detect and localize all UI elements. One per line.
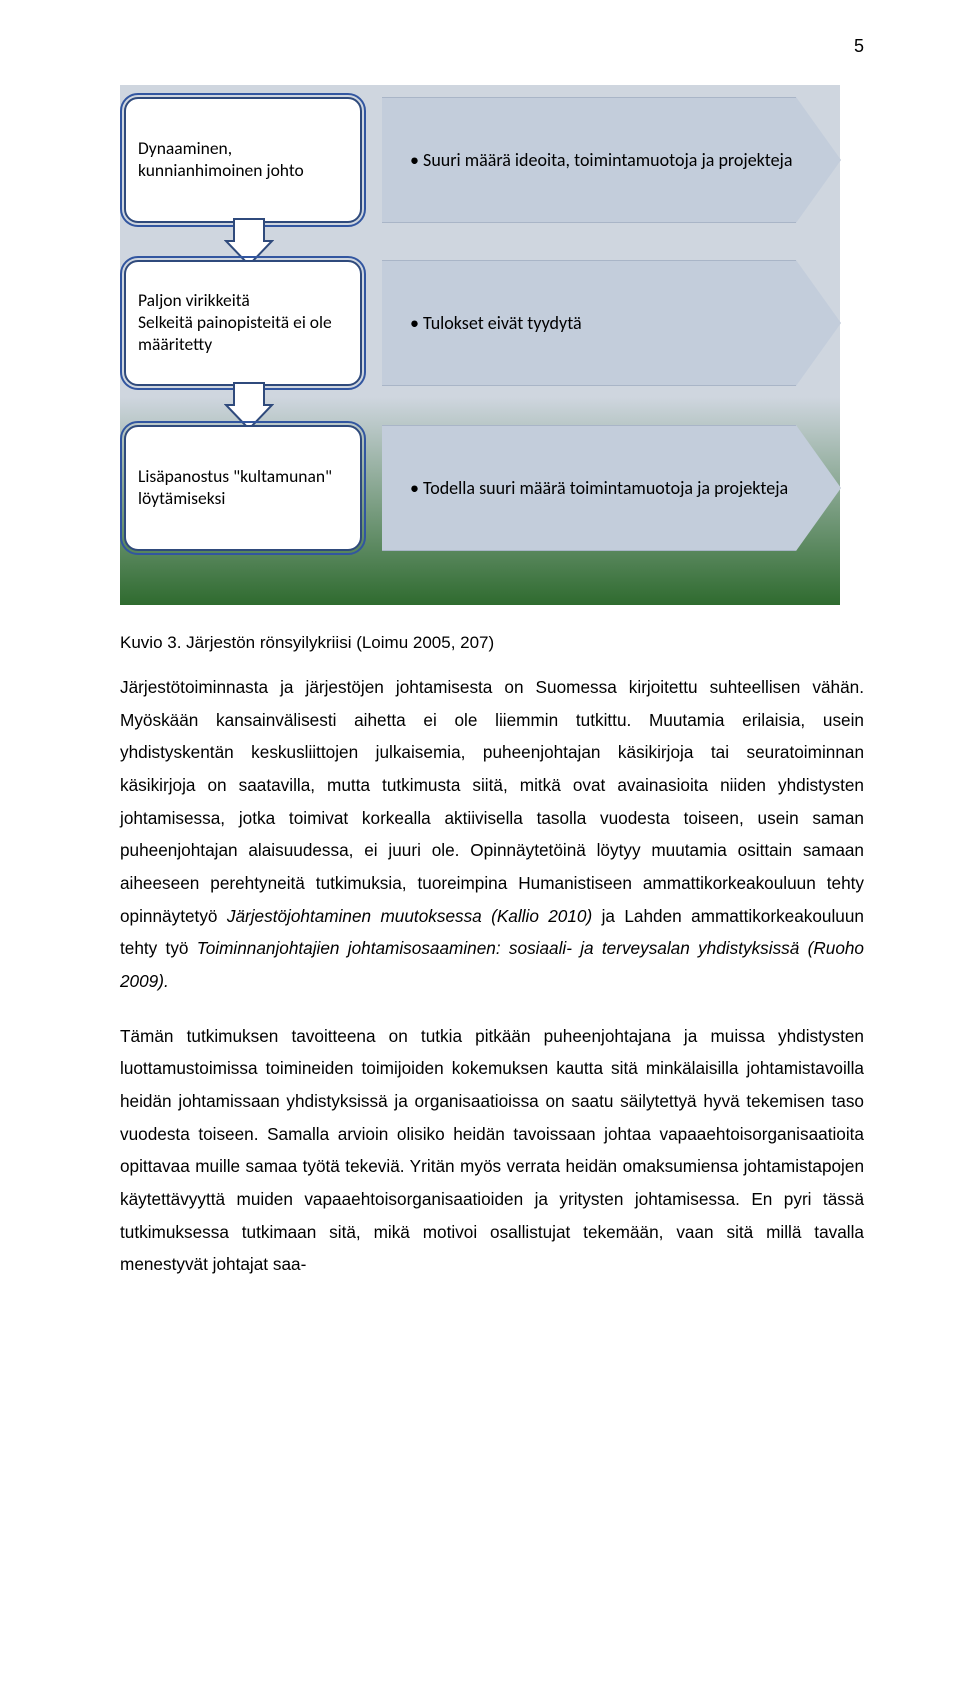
page-number: 5	[120, 36, 864, 57]
arrow-3-text: Todella suuri määrä toimintamuotoja ja p…	[410, 477, 788, 500]
paragraph-2: Tämän tutkimuksen tavoitteena on tutkia …	[120, 1020, 864, 1281]
arrow-2-head	[796, 260, 841, 386]
box-2: Paljon virikkeitä Selkeitä painopisteitä…	[124, 260, 362, 386]
arrow-2-text: Tulokset eivät tyydytä	[410, 312, 582, 335]
arrow-3-head	[796, 425, 841, 551]
box-1-text: Dynaaminen, kunnianhimoinen johto	[138, 138, 348, 182]
diagram-row-1: Dynaaminen, kunnianhimoinen johto Suuri …	[120, 97, 840, 227]
arrow-2: Tulokset eivät tyydytä	[382, 260, 840, 386]
box-3: Lisäpanostus "kultamunan" löytämiseksi	[124, 425, 362, 551]
box-1: Dynaaminen, kunnianhimoinen johto	[124, 97, 362, 223]
diagram-row-2: Paljon virikkeitä Selkeitä painopisteitä…	[120, 260, 840, 390]
paragraph-1: Järjestötoiminnasta ja järjestöjen johta…	[120, 671, 864, 998]
para1-part-a: Järjestötoiminnasta ja järjestöjen johta…	[120, 677, 864, 926]
box-3-text: Lisäpanostus "kultamunan" löytämiseksi	[138, 466, 348, 510]
para1-italic-2: Toiminnanjohtajien johtamisosaaminen: so…	[120, 938, 864, 991]
arrow-1-head	[796, 97, 841, 223]
diagram-row-3: Lisäpanostus "kultamunan" löytämiseksi T…	[120, 425, 840, 555]
arrow-3: Todella suuri määrä toimintamuotoja ja p…	[382, 425, 840, 551]
para1-italic-1: Järjestöjohtaminen muutoksessa (Kallio 2…	[227, 906, 592, 926]
arrow-1: Suuri määrä ideoita, toimintamuotoja ja …	[382, 97, 840, 223]
figure-caption: Kuvio 3. Järjestön rönsyilykriisi (Loimu…	[120, 633, 864, 653]
box-2-text: Paljon virikkeitä Selkeitä painopisteitä…	[138, 290, 348, 356]
flow-diagram: Dynaaminen, kunnianhimoinen johto Suuri …	[120, 85, 840, 605]
arrow-1-text: Suuri määrä ideoita, toimintamuotoja ja …	[410, 149, 792, 172]
